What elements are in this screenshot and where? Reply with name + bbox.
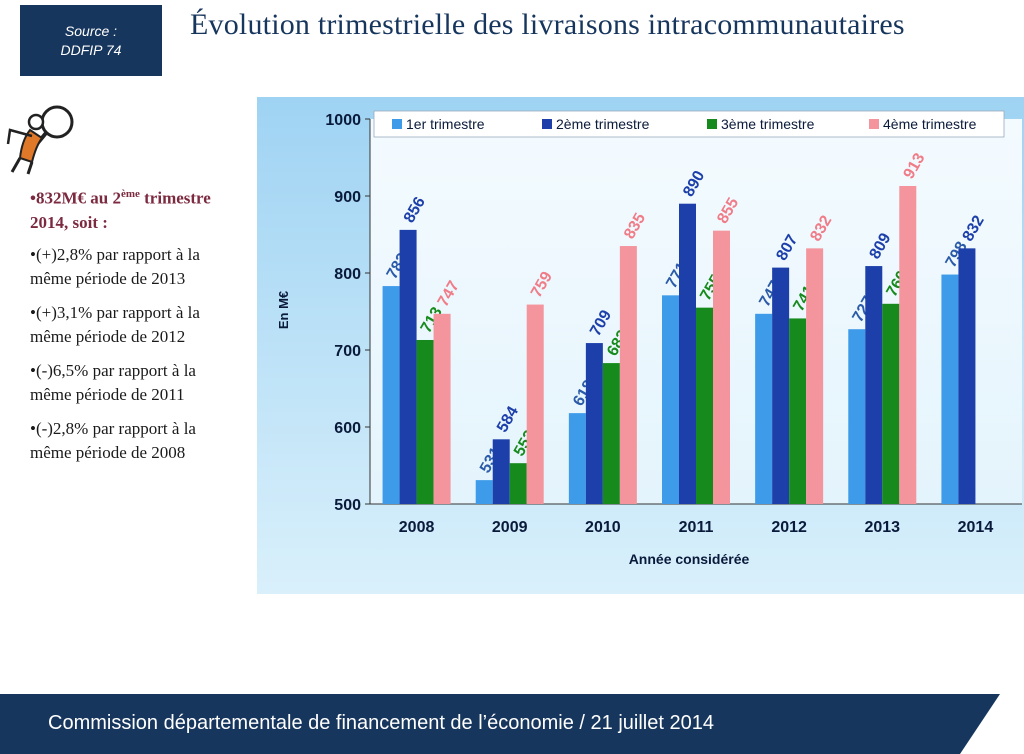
summary-head-main: •832M€ au 2	[30, 188, 121, 208]
bar	[772, 267, 790, 504]
bar	[602, 363, 620, 504]
bar	[696, 307, 713, 504]
bar	[416, 339, 434, 504]
summary-bullet-2012: •(+)3,1% par rapport à la même période d…	[30, 302, 200, 346]
footer-text: Commission départementale de financement…	[48, 712, 714, 734]
bar	[433, 313, 451, 504]
summary-bullet-2013: •(+)2,8% par rapport à la même période d…	[30, 244, 200, 288]
bar	[679, 203, 696, 504]
legend-label: 1er trimestre	[406, 116, 485, 132]
x-axis-label: Année considérée	[629, 551, 750, 567]
bar	[619, 246, 637, 505]
legend-swatch	[869, 119, 879, 129]
bar	[492, 439, 510, 504]
x-tick-label: 2011	[679, 519, 714, 536]
bar	[865, 266, 883, 504]
summary-list: •832M€ au 2ème trimestre 2014, soit : •(…	[30, 182, 230, 475]
bar	[848, 329, 866, 504]
x-tick-label: 2010	[585, 519, 621, 536]
x-tick-label: 2014	[958, 519, 994, 536]
x-tick-label: 2013	[864, 519, 900, 536]
bar	[899, 185, 917, 504]
bar	[755, 313, 773, 504]
bar	[585, 343, 603, 504]
bar	[806, 248, 824, 504]
bar	[662, 295, 679, 504]
legend-swatch	[542, 119, 552, 129]
x-tick-label: 2008	[399, 519, 435, 536]
summary-head-sup: ème	[120, 188, 140, 200]
x-tick-label: 2012	[771, 519, 807, 536]
y-tick-label: 600	[334, 420, 361, 437]
bar	[958, 248, 976, 504]
source-name: DDFIP 74	[60, 41, 122, 58]
y-tick-label: 1000	[325, 112, 361, 129]
y-tick-label: 800	[334, 266, 361, 283]
legend-swatch	[392, 119, 402, 129]
bar	[509, 463, 527, 504]
y-tick-label: 700	[334, 343, 361, 360]
bar-chart: 5006007008009001000200878385671374720095…	[257, 97, 1024, 594]
summary-bullet-2008: •(-)2,8% par rapport à la même période d…	[30, 418, 196, 462]
source-box: Source : DDFIP 74	[20, 5, 162, 76]
source-label: Source :	[64, 22, 118, 39]
y-tick-label: 500	[334, 497, 361, 514]
bar	[475, 480, 493, 504]
chart-legend: 1er trimestre 2ème trimestre 3ème trimestr…	[373, 110, 1005, 138]
legend-box	[373, 110, 1005, 138]
bar	[526, 304, 544, 504]
summary-head-rest: trimestre 2014, soit :	[30, 188, 211, 232]
summary-head: •832M€ au 2ème trimestre 2014, soit :	[30, 182, 230, 235]
y-axis-label: En M€	[276, 291, 291, 329]
bar	[941, 274, 959, 504]
bar	[399, 229, 417, 504]
bar	[789, 318, 807, 504]
legend-swatch	[707, 119, 717, 129]
bar	[713, 230, 730, 504]
legend-label: 2ème trimestre	[556, 116, 650, 132]
footer-bar	[0, 694, 1000, 754]
legend-label: 4ème trimestre	[883, 116, 977, 132]
y-tick-label: 900	[334, 189, 361, 206]
page-title: Évolution trimestrielle des livraisons i…	[190, 8, 905, 41]
bar	[568, 413, 586, 504]
bar	[882, 303, 900, 504]
magnifier-figure-icon	[6, 105, 74, 175]
bar	[382, 286, 400, 504]
legend-label: 3ème trimestre	[721, 116, 815, 132]
x-tick-label: 2009	[492, 519, 528, 536]
summary-bullet-2011: •(-)6,5% par rapport à la même période d…	[30, 360, 196, 404]
